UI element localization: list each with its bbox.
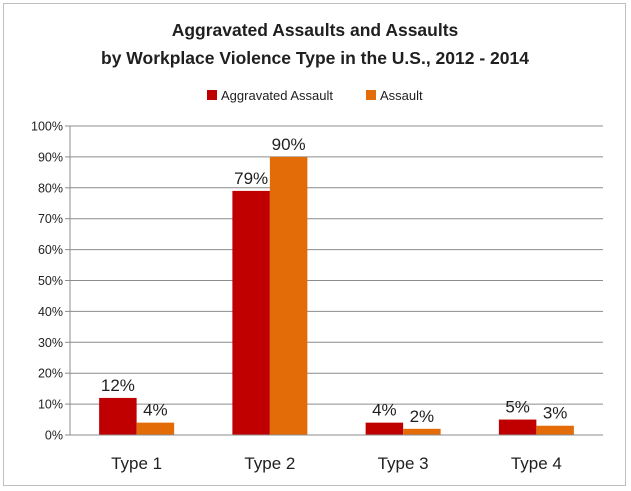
data-label: 4% xyxy=(143,401,168,420)
x-axis-ticks: Type 1 Type 2 Type 3 Type 4 xyxy=(111,454,562,473)
bar-assault xyxy=(269,156,308,435)
x-tick-label: Type 4 xyxy=(511,454,562,473)
data-label: 79% xyxy=(234,169,268,188)
y-tick-label: 90% xyxy=(38,150,63,164)
chart-title-line-1: Aggravated Assaults and Assaults xyxy=(172,20,459,40)
legend-label-assault: Assault xyxy=(380,88,423,103)
bar-aggravated-assault xyxy=(99,397,137,435)
bars xyxy=(99,156,574,435)
data-label: 90% xyxy=(272,135,306,154)
y-tick-label: 40% xyxy=(38,305,63,319)
chart-title-line-2: by Workplace Violence Type in the U.S., … xyxy=(101,48,529,68)
legend-swatch-aggravated-assault xyxy=(207,90,217,100)
y-tick-label: 0% xyxy=(45,429,63,443)
legend-label-aggravated-assault: Aggravated Assault xyxy=(221,88,333,103)
bar-assault xyxy=(403,428,441,435)
x-tick-label: Type 1 xyxy=(111,454,162,473)
y-tick-label: 10% xyxy=(38,398,63,412)
y-tick-label: 30% xyxy=(38,336,63,350)
x-tick-label: Type 3 xyxy=(378,454,429,473)
data-label: 5% xyxy=(505,398,530,417)
data-labels: 12% 4% 79%90% 4% 2% 5% 3% xyxy=(101,135,568,426)
legend-swatch-assault xyxy=(366,90,376,100)
gridlines xyxy=(65,125,603,436)
y-tick-label: 100% xyxy=(31,120,63,134)
y-axis-ticks: 0% 10% 20% 30% 40% 50% 60% 70% 80% 90% 100% xyxy=(31,120,63,443)
y-tick-label: 80% xyxy=(38,181,63,195)
y-tick-label: 60% xyxy=(38,243,63,257)
bar-aggravated-assault xyxy=(232,190,270,435)
data-label: 12% xyxy=(101,376,135,395)
bar-assault xyxy=(136,422,175,435)
y-tick-label: 50% xyxy=(38,274,63,288)
bar-aggravated-assault xyxy=(365,422,404,435)
y-tick-label: 70% xyxy=(38,212,63,226)
data-label: 4% xyxy=(372,401,397,420)
bar-aggravated-assault xyxy=(498,419,537,435)
y-tick-label: 20% xyxy=(38,367,63,381)
x-tick-label: Type 2 xyxy=(244,454,295,473)
data-label: 2% xyxy=(410,407,435,426)
data-label: 3% xyxy=(543,404,568,423)
bar-assault xyxy=(536,425,574,435)
legend: Aggravated Assault Assault xyxy=(207,88,423,103)
